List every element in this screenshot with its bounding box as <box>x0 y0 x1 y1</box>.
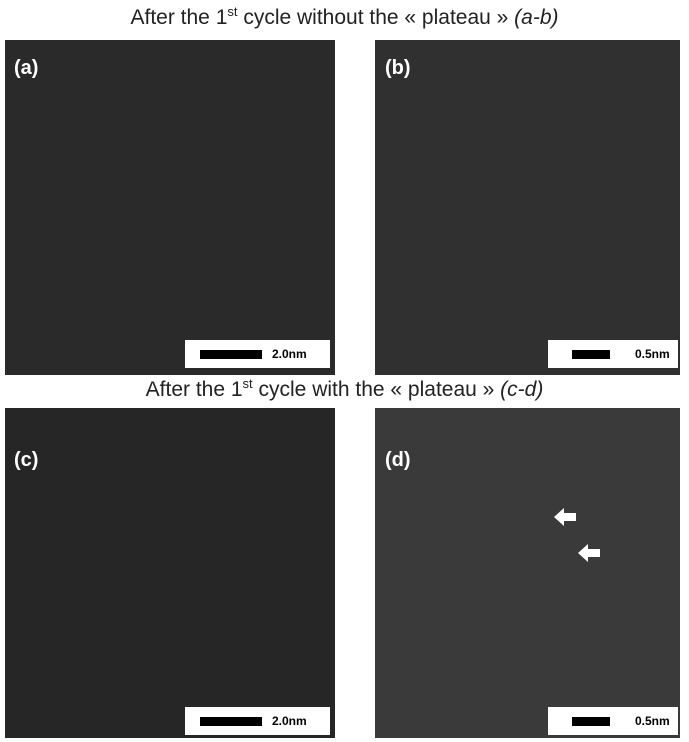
arrow <box>554 508 576 526</box>
title-text: After the 1 <box>130 6 228 29</box>
scale-label: 0.5nm <box>635 714 670 728</box>
row-title: After the 1st cycle with the « plateau »… <box>0 376 689 402</box>
scale-label: 2.0nm <box>272 714 307 728</box>
title-sup: st <box>227 4 238 19</box>
scale-bar <box>572 350 610 359</box>
micrograph <box>5 408 335 738</box>
scale-bar <box>200 350 262 359</box>
scale-box <box>548 340 678 368</box>
scale-box <box>548 707 678 735</box>
title-text: After the 1 <box>145 378 243 401</box>
panel-label: (a) <box>14 57 38 79</box>
title-italic: (c-d) <box>500 378 544 401</box>
micrograph <box>5 40 335 375</box>
panel-label: (d) <box>385 449 411 471</box>
scale-label: 0.5nm <box>635 347 670 361</box>
row-title: After the 1st cycle without the « platea… <box>0 4 689 30</box>
micrograph <box>375 40 680 375</box>
scale-bar <box>200 717 262 726</box>
panel-label: (b) <box>385 57 411 79</box>
scale-label: 2.0nm <box>272 347 307 361</box>
scale-bar <box>572 717 610 726</box>
title-text: cycle without the « plateau » <box>237 6 515 29</box>
micrograph <box>375 408 680 738</box>
title-text: cycle with the « plateau » <box>258 378 501 401</box>
title-sup: st <box>242 376 253 391</box>
title-italic: (a-b) <box>514 6 559 29</box>
arrow <box>578 544 600 562</box>
panel-label: (c) <box>14 449 38 471</box>
